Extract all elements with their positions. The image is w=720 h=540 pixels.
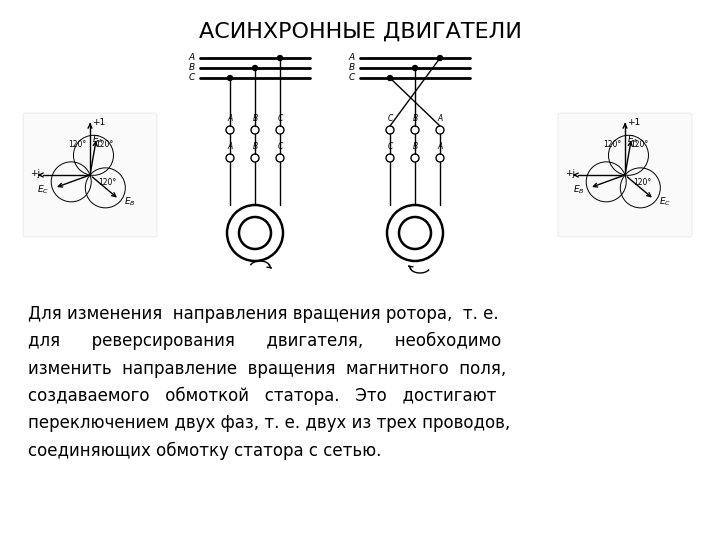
Text: 120°: 120° [95, 140, 113, 149]
Circle shape [413, 65, 418, 71]
Text: $E_A$: $E_A$ [92, 133, 104, 145]
FancyBboxPatch shape [23, 113, 157, 237]
Text: A: A [349, 53, 355, 63]
Text: A: A [228, 142, 233, 151]
Text: B: B [349, 64, 355, 72]
Circle shape [228, 76, 233, 80]
Text: +1: +1 [92, 118, 105, 127]
Text: C: C [387, 142, 392, 151]
Text: B: B [413, 142, 418, 151]
Circle shape [387, 76, 392, 80]
Text: $E_C$: $E_C$ [659, 195, 671, 208]
Text: A: A [228, 114, 233, 123]
Text: $E_B$: $E_B$ [572, 184, 585, 196]
Text: B: B [189, 64, 195, 72]
Text: 120°: 120° [633, 178, 652, 187]
FancyBboxPatch shape [558, 113, 692, 237]
Text: АСИНХРОННЫЕ ДВИГАТЕЛИ: АСИНХРОННЫЕ ДВИГАТЕЛИ [199, 22, 521, 42]
Circle shape [253, 65, 258, 71]
Text: 120°: 120° [98, 178, 116, 187]
Circle shape [438, 56, 443, 60]
Text: B: B [253, 142, 258, 151]
Text: 120°: 120° [68, 140, 86, 149]
Circle shape [277, 56, 282, 60]
Text: +1: +1 [627, 118, 640, 127]
Text: A: A [437, 114, 443, 123]
Text: $E_B$: $E_B$ [124, 195, 136, 208]
Text: A: A [189, 53, 195, 63]
Text: C: C [348, 73, 355, 83]
Text: 120°: 120° [630, 140, 648, 149]
Text: C: C [277, 114, 283, 123]
Text: Для изменения  направления вращения ротора,  т. е.
для      реверсирования      : Для изменения направления вращения ротор… [28, 305, 510, 460]
Text: +j: +j [30, 169, 40, 178]
Text: C: C [387, 114, 392, 123]
Text: C: C [189, 73, 195, 83]
Text: $E_A$: $E_A$ [627, 133, 639, 145]
Text: +j: +j [565, 169, 575, 178]
Text: C: C [277, 142, 283, 151]
Text: B: B [413, 114, 418, 123]
Text: B: B [253, 114, 258, 123]
Text: A: A [437, 142, 443, 151]
Text: 120°: 120° [603, 140, 621, 149]
Text: $E_C$: $E_C$ [37, 184, 49, 196]
